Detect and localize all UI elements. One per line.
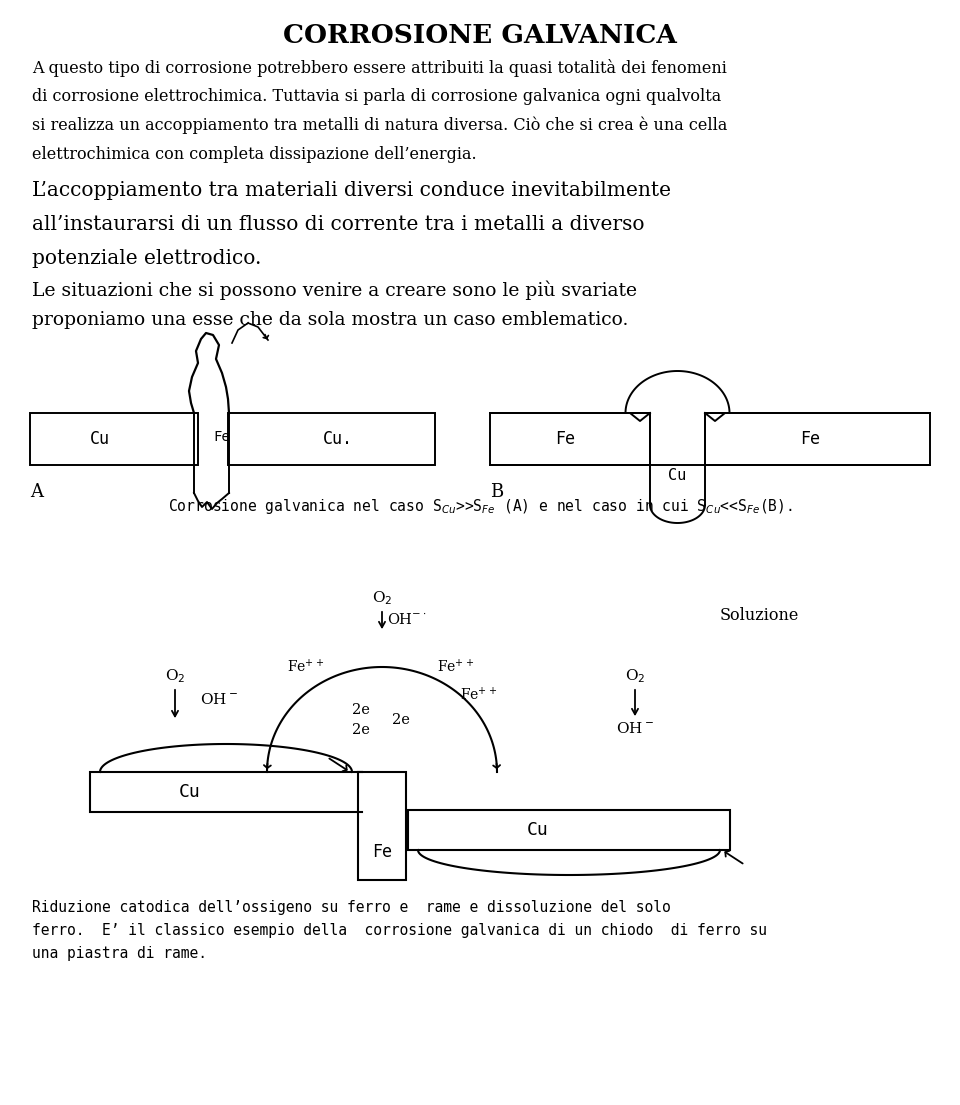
Bar (90, 772, 362, 812)
Text: Fe: Fe (555, 430, 575, 448)
Text: Cu.: Cu. (323, 430, 353, 448)
Text: potenziale elettrodico.: potenziale elettrodico. (32, 249, 261, 269)
Bar (228, 413, 435, 465)
Bar (490, 413, 650, 465)
Text: Cu: Cu (90, 430, 110, 448)
Text: Cu: Cu (180, 783, 201, 801)
Text: Fe$^{++}$: Fe$^{++}$ (437, 659, 474, 675)
Text: L’accoppiamento tra materiali diversi conduce inevitabilmente: L’accoppiamento tra materiali diversi co… (32, 181, 671, 200)
Text: B: B (490, 483, 503, 501)
Text: Fe: Fe (372, 843, 392, 861)
Text: 2e: 2e (352, 703, 370, 717)
Text: elettrochimica con completa dissipazione dell’energia.: elettrochimica con completa dissipazione… (32, 146, 476, 164)
Text: Fe: Fe (800, 430, 820, 448)
Text: ferro.  E’ il classico esempio della  corrosione galvanica di un chiodo  di ferr: ferro. E’ il classico esempio della corr… (32, 923, 767, 938)
Text: Corrosione galvanica nel caso S$_{Cu}$>>S$_{Fe}$ (A) e nel caso in cui S$_{Cu}$<: Corrosione galvanica nel caso S$_{Cu}$>>… (168, 497, 792, 516)
Text: OH$^-$: OH$^-$ (200, 693, 238, 707)
Text: Fe: Fe (213, 430, 230, 444)
Text: OH$^{-\cdot}$: OH$^{-\cdot}$ (387, 611, 426, 627)
Text: 2e: 2e (352, 723, 370, 737)
Text: si realizza un accoppiamento tra metalli di natura diversa. Ciò che si crea è un: si realizza un accoppiamento tra metalli… (32, 117, 728, 135)
Text: A: A (30, 483, 43, 501)
Bar (30, 413, 198, 465)
Text: A questo tipo di corrosione potrebbero essere attribuiti la quasi totalità dei f: A questo tipo di corrosione potrebbero e… (32, 59, 727, 77)
Text: O$_2$: O$_2$ (625, 667, 645, 685)
Text: CORROSIONE GALVANICA: CORROSIONE GALVANICA (283, 23, 677, 48)
Text: di corrosione elettrochimica. Tuttavia si parla di corrosione galvanica ogni qua: di corrosione elettrochimica. Tuttavia s… (32, 88, 721, 105)
Text: Fe$^{++}$: Fe$^{++}$ (460, 686, 497, 704)
Text: OH$^-$: OH$^-$ (616, 720, 654, 736)
Text: O$_2$: O$_2$ (372, 589, 393, 607)
Bar (408, 810, 730, 850)
Text: all’instaurarsi di un flusso di corrente tra i metalli a diverso: all’instaurarsi di un flusso di corrente… (32, 215, 644, 234)
Text: Fe$^{++}$: Fe$^{++}$ (287, 659, 324, 675)
Text: Soluzione: Soluzione (720, 607, 800, 623)
Text: Le situazioni che si possono venire a creare sono le più svariate: Le situazioni che si possono venire a cr… (32, 281, 637, 301)
Text: Cu: Cu (527, 821, 549, 839)
Bar (705, 413, 930, 465)
Bar (358, 772, 406, 880)
Text: O$_2$: O$_2$ (165, 667, 185, 685)
Text: Riduzione catodica dell’ossigeno su ferro e  rame e dissoluzione del solo: Riduzione catodica dell’ossigeno su ferr… (32, 899, 671, 915)
Text: 2e: 2e (392, 713, 410, 727)
Text: una piastra di rame.: una piastra di rame. (32, 946, 207, 961)
Text: proponiamo una esse che da sola mostra un caso emblematico.: proponiamo una esse che da sola mostra u… (32, 311, 629, 329)
Text: Cu: Cu (668, 467, 686, 483)
